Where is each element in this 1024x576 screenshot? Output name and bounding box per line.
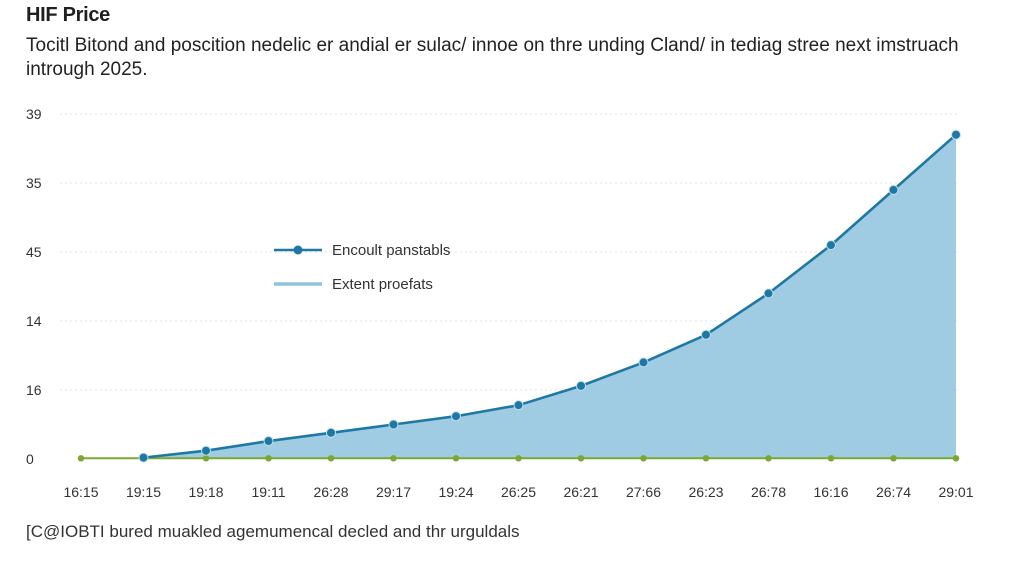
- data-point: [388, 419, 399, 430]
- x-tick-label: 16:15: [63, 484, 98, 500]
- area-series: [143, 134, 956, 459]
- x-tick-label: 19:24: [438, 484, 473, 500]
- baseline-point: [77, 455, 85, 462]
- baseline-point: [327, 455, 335, 462]
- legend-label-line: Encoult panstabls: [332, 242, 450, 259]
- chart-title: HIF Price: [26, 4, 110, 26]
- x-tick-label: 26:74: [876, 484, 911, 500]
- x-tick-label: 16:16: [813, 484, 848, 500]
- x-tick-label: 19:11: [252, 484, 286, 500]
- baseline-point: [890, 455, 897, 462]
- data-point: [951, 129, 961, 140]
- data-point: [263, 436, 274, 447]
- area-fill: [143, 134, 956, 459]
- x-tick-label: 26:21: [563, 484, 598, 500]
- baseline-point: [827, 455, 835, 462]
- baseline-point: [640, 455, 647, 462]
- data-point: [701, 329, 711, 340]
- baseline-point: [202, 455, 210, 462]
- y-tick-label: 39: [26, 106, 42, 122]
- y-tick-label: 45: [26, 244, 42, 260]
- x-tick-label: 27:66: [626, 484, 661, 500]
- x-tick-label: 26:78: [751, 484, 786, 500]
- x-tick-label: 26:25: [501, 484, 536, 500]
- baseline-point: [702, 455, 710, 462]
- x-tick-label: 19:15: [126, 484, 161, 500]
- legend-label-area: Extent proefats: [332, 276, 433, 293]
- baseline-point: [952, 455, 960, 462]
- x-tick-label: 29:01: [938, 484, 973, 500]
- data-point: [576, 380, 586, 391]
- baseline-point: [452, 455, 460, 462]
- baseline-point: [577, 455, 585, 462]
- y-axis-ticks: 0 16 14 45 35 39: [26, 106, 42, 467]
- data-point: [826, 240, 836, 251]
- x-tick-label: 29:17: [376, 484, 411, 500]
- data-point: [888, 184, 899, 195]
- chart-footnote: [C@IOBTI bured muakled agemumencal decle…: [26, 522, 520, 541]
- line-series: [138, 129, 961, 463]
- data-point: [201, 445, 211, 456]
- data-point: [638, 357, 649, 368]
- y-tick-label: 0: [26, 451, 34, 467]
- y-tick-label: 16: [26, 382, 42, 398]
- legend: Encoult panstabls Extent proefats: [274, 242, 450, 293]
- baseline-point: [765, 455, 772, 462]
- legend-marker-swatch: [293, 245, 303, 255]
- x-axis-ticks: 16:15 19:15 19:18 19:11 26:28 29:17 19:24 26:25…: [63, 484, 973, 500]
- data-point: [763, 288, 774, 299]
- baseline-point: [515, 455, 522, 462]
- baseline-point: [265, 455, 272, 462]
- data-point: [326, 427, 336, 438]
- x-tick-label: 26:28: [313, 484, 348, 500]
- y-tick-label: 35: [26, 175, 42, 191]
- data-point: [451, 411, 461, 422]
- data-point: [513, 400, 524, 411]
- baseline-point: [390, 455, 397, 462]
- series-line: [143, 133, 957, 459]
- x-tick-label: 19:18: [188, 484, 223, 500]
- data-point: [138, 452, 149, 463]
- y-tick-label: 14: [26, 313, 42, 329]
- chart-subtitle: Tocitl Bitond and poscition nedelic er a…: [26, 35, 959, 80]
- x-tick-label: 26:23: [688, 484, 723, 500]
